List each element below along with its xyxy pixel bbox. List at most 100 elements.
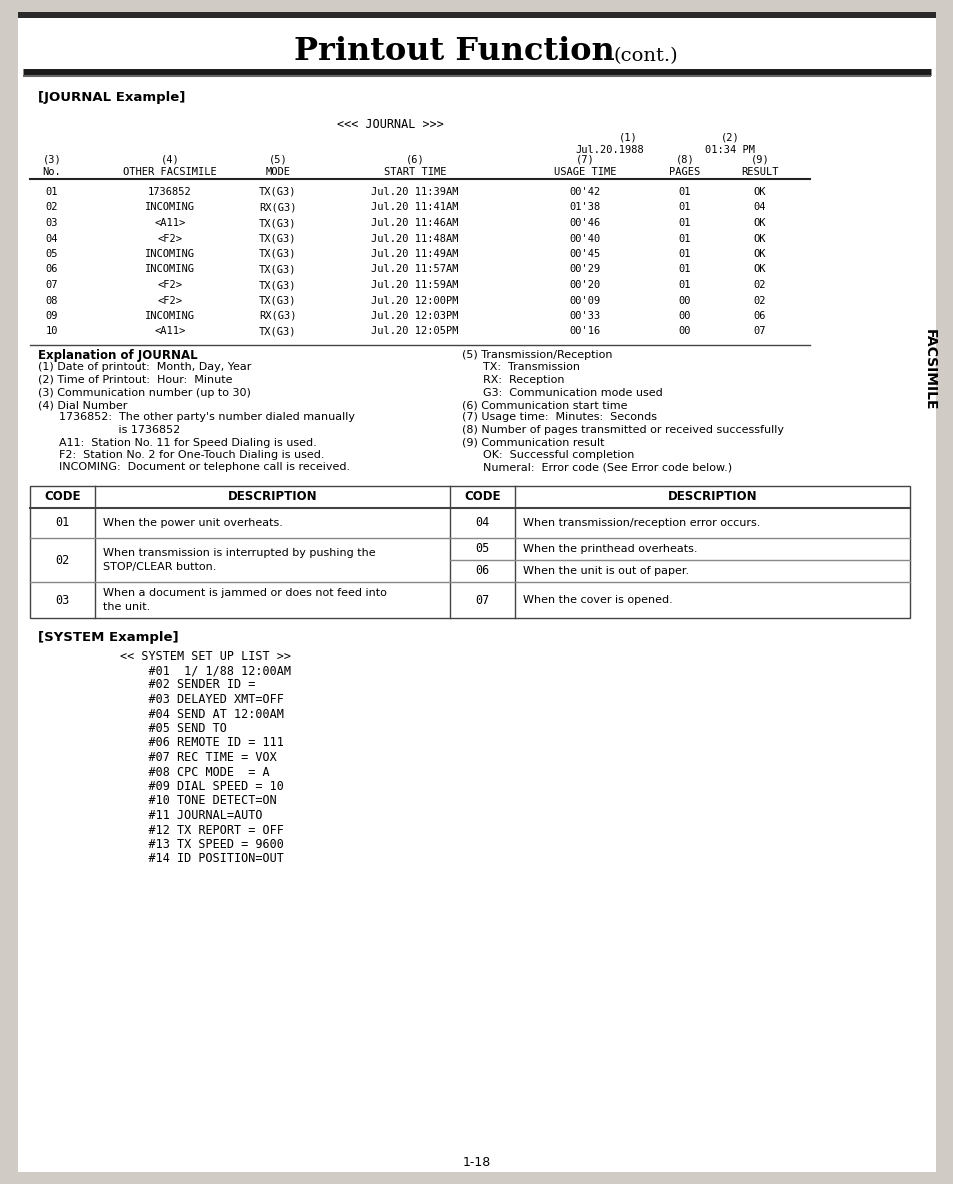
Text: 01'38: 01'38 <box>569 202 600 212</box>
Text: INCOMING:  Document or telephone call is received.: INCOMING: Document or telephone call is … <box>38 463 350 472</box>
Text: <A11>: <A11> <box>154 218 186 229</box>
Text: G3:  Communication mode used: G3: Communication mode used <box>461 387 662 398</box>
Text: TX(G3): TX(G3) <box>259 218 296 229</box>
Text: A11:  Station No. 11 for Speed Dialing is used.: A11: Station No. 11 for Speed Dialing is… <box>38 438 316 448</box>
Text: Printout Function: Printout Function <box>294 37 614 67</box>
Text: #01  1/ 1/88 12:00AM: #01 1/ 1/88 12:00AM <box>120 664 291 677</box>
Text: 01: 01 <box>678 218 691 229</box>
Text: (6): (6) <box>405 155 424 165</box>
Text: 01: 01 <box>678 202 691 212</box>
Text: [JOURNAL Example]: [JOURNAL Example] <box>38 91 185 104</box>
Text: When transmission is interrupted by pushing the: When transmission is interrupted by push… <box>103 548 375 558</box>
Text: <A11>: <A11> <box>154 327 186 336</box>
Text: RX(G3): RX(G3) <box>259 202 296 212</box>
Text: INCOMING: INCOMING <box>145 249 194 259</box>
Text: TX(G3): TX(G3) <box>259 264 296 275</box>
Text: CODE: CODE <box>44 490 81 503</box>
Text: 01: 01 <box>678 233 691 244</box>
Text: (4) Dial Number: (4) Dial Number <box>38 400 128 410</box>
Text: 01: 01 <box>678 264 691 275</box>
Text: No.: No. <box>43 167 61 176</box>
Text: #04 SEND AT 12:00AM: #04 SEND AT 12:00AM <box>120 708 284 721</box>
Text: <<< JOURNAL >>>: <<< JOURNAL >>> <box>336 118 443 131</box>
Text: OK: OK <box>753 264 765 275</box>
Text: #08 CPC MODE  = A: #08 CPC MODE = A <box>120 766 270 779</box>
Text: #07 REC TIME = VOX: #07 REC TIME = VOX <box>120 751 276 764</box>
Text: TX(G3): TX(G3) <box>259 233 296 244</box>
Text: <F2>: <F2> <box>157 279 182 290</box>
Text: #06 REMOTE ID = 111: #06 REMOTE ID = 111 <box>120 736 284 749</box>
Text: << SYSTEM SET UP LIST >>: << SYSTEM SET UP LIST >> <box>120 650 291 663</box>
Text: TX(G3): TX(G3) <box>259 187 296 197</box>
Text: is 1736852: is 1736852 <box>38 425 180 435</box>
Text: INCOMING: INCOMING <box>145 202 194 212</box>
Text: When a document is jammed or does not feed into: When a document is jammed or does not fe… <box>103 588 387 598</box>
Text: 10: 10 <box>46 327 58 336</box>
Text: When the unit is out of paper.: When the unit is out of paper. <box>522 566 688 575</box>
Bar <box>30 485 909 618</box>
Text: MODE: MODE <box>265 167 291 176</box>
Text: When the printhead overheats.: When the printhead overheats. <box>522 543 697 554</box>
Text: TX(G3): TX(G3) <box>259 249 296 259</box>
Text: 01: 01 <box>678 187 691 197</box>
Text: #14 ID POSITION=OUT: #14 ID POSITION=OUT <box>120 852 284 866</box>
Text: 06: 06 <box>753 311 765 321</box>
Text: When the cover is opened.: When the cover is opened. <box>522 596 672 605</box>
Text: #02 SENDER ID =: #02 SENDER ID = <box>120 678 255 691</box>
Text: (2): (2) <box>720 133 739 143</box>
Text: 01: 01 <box>46 187 58 197</box>
Text: (9) Communication result: (9) Communication result <box>461 438 604 448</box>
Text: (8): (8) <box>675 155 694 165</box>
Text: #05 SEND TO: #05 SEND TO <box>120 722 227 735</box>
Text: (1): (1) <box>618 133 637 143</box>
Text: 03: 03 <box>55 593 70 606</box>
Text: 02: 02 <box>46 202 58 212</box>
Text: TX(G3): TX(G3) <box>259 279 296 290</box>
Text: STOP/CLEAR button.: STOP/CLEAR button. <box>103 562 216 572</box>
Text: [SYSTEM Example]: [SYSTEM Example] <box>38 631 178 644</box>
Text: (3) Communication number (up to 30): (3) Communication number (up to 30) <box>38 387 251 398</box>
Text: <F2>: <F2> <box>157 233 182 244</box>
Text: RESULT: RESULT <box>740 167 778 176</box>
Text: 04: 04 <box>46 233 58 244</box>
Text: Jul.20 12:05PM: Jul.20 12:05PM <box>371 327 458 336</box>
Text: 04: 04 <box>475 516 489 529</box>
Text: DESCRIPTION: DESCRIPTION <box>667 490 757 503</box>
Text: F2:  Station No. 2 for One-Touch Dialing is used.: F2: Station No. 2 for One-Touch Dialing … <box>38 450 324 461</box>
Text: Jul.20 11:48AM: Jul.20 11:48AM <box>371 233 458 244</box>
Text: #10 TONE DETECT=ON: #10 TONE DETECT=ON <box>120 794 276 807</box>
Text: 02: 02 <box>753 279 765 290</box>
Text: Jul.20 12:03PM: Jul.20 12:03PM <box>371 311 458 321</box>
Text: Jul.20 11:41AM: Jul.20 11:41AM <box>371 202 458 212</box>
Text: OTHER FACSIMILE: OTHER FACSIMILE <box>123 167 216 176</box>
Text: (7): (7) <box>575 155 594 165</box>
Text: DESCRIPTION: DESCRIPTION <box>228 490 317 503</box>
Text: (3): (3) <box>43 155 61 165</box>
Text: OK: OK <box>753 187 765 197</box>
Text: RX(G3): RX(G3) <box>259 311 296 321</box>
Text: (5): (5) <box>269 155 287 165</box>
Text: #09 DIAL SPEED = 10: #09 DIAL SPEED = 10 <box>120 780 284 793</box>
Text: 00'42: 00'42 <box>569 187 600 197</box>
Text: FACSIMILE: FACSIMILE <box>923 329 936 411</box>
Text: RX:  Reception: RX: Reception <box>461 375 564 385</box>
Text: 00'46: 00'46 <box>569 218 600 229</box>
Text: 00'20: 00'20 <box>569 279 600 290</box>
Text: 07: 07 <box>46 279 58 290</box>
Text: 01:34 PM: 01:34 PM <box>704 144 754 155</box>
Text: When the power unit overheats.: When the power unit overheats. <box>103 519 283 528</box>
Text: Jul.20.1988: Jul.20.1988 <box>575 144 643 155</box>
Text: Jul.20 11:46AM: Jul.20 11:46AM <box>371 218 458 229</box>
Text: 00'40: 00'40 <box>569 233 600 244</box>
Text: 04: 04 <box>753 202 765 212</box>
Text: OK: OK <box>753 249 765 259</box>
Text: Explanation of JOURNAL: Explanation of JOURNAL <box>38 348 197 361</box>
Text: 00: 00 <box>678 311 691 321</box>
Text: TX:  Transmission: TX: Transmission <box>461 362 579 373</box>
Text: #13 TX SPEED = 9600: #13 TX SPEED = 9600 <box>120 838 284 851</box>
Text: (8) Number of pages transmitted or received successfully: (8) Number of pages transmitted or recei… <box>461 425 783 435</box>
Text: (cont.): (cont.) <box>614 47 678 65</box>
Text: OK: OK <box>753 218 765 229</box>
Text: #03 DELAYED XMT=OFF: #03 DELAYED XMT=OFF <box>120 693 284 706</box>
Text: 00: 00 <box>678 327 691 336</box>
